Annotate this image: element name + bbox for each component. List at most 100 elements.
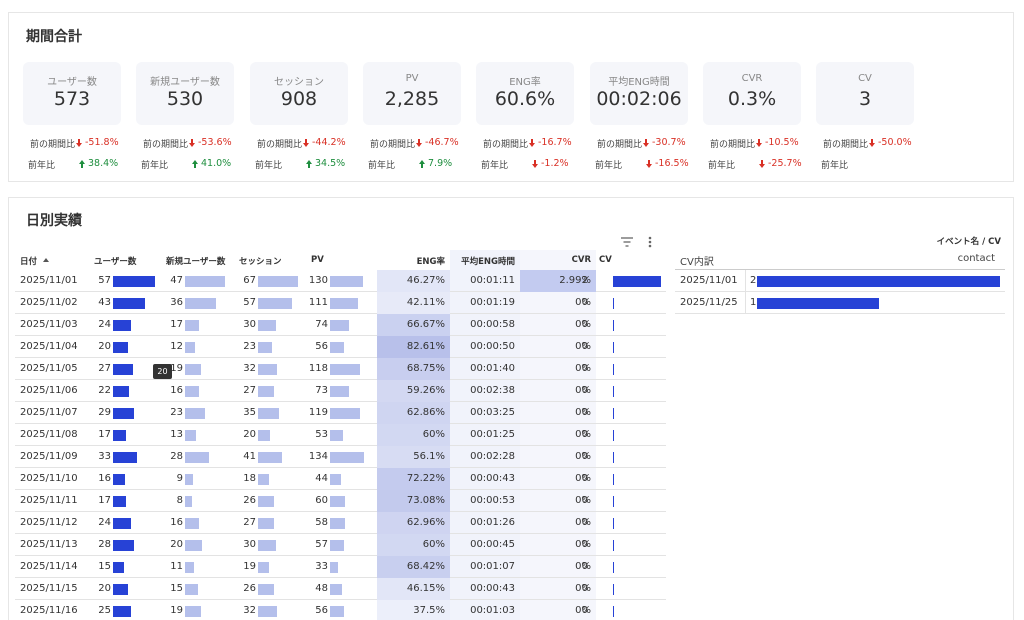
cell-value: 00:00:43	[470, 473, 515, 484]
cell-value: 00:01:40	[470, 363, 515, 374]
table-icons[interactable]	[620, 236, 660, 250]
section-title: 日別実績	[26, 213, 82, 229]
cell-value: 57	[315, 539, 328, 550]
cell-value: 0%	[575, 407, 591, 418]
table-bar	[113, 320, 131, 331]
column-header: CVR	[571, 255, 591, 265]
cell-value: 00:01:07	[470, 561, 515, 572]
cell-value: 66.67%	[406, 319, 445, 330]
tooltip: 20	[153, 364, 172, 379]
table-bar	[185, 606, 202, 617]
column-header: セッション	[239, 257, 282, 267]
heat-cell	[377, 578, 450, 600]
comparison-label: 前年比	[708, 161, 736, 171]
col-bg	[520, 250, 596, 620]
table-bar	[185, 276, 225, 287]
heat-cell	[377, 446, 450, 468]
cell-value: 48	[315, 583, 328, 594]
table-bar	[613, 496, 614, 507]
cell-value: 0%	[575, 451, 591, 462]
cell-value: 0%	[575, 605, 591, 616]
cell-value: 12	[170, 341, 183, 352]
comparison-label: 前の期間比	[30, 140, 76, 150]
cell-value: 16	[98, 473, 111, 484]
cell-date: 2025/11/10	[20, 473, 78, 484]
table-bar	[613, 584, 614, 595]
table-bar	[258, 386, 275, 397]
column-header: CV内訳	[680, 257, 714, 268]
table-bar	[330, 562, 339, 573]
row-line	[15, 335, 666, 336]
table-bar	[613, 562, 614, 573]
kpi-card	[703, 62, 801, 125]
table-bar	[258, 430, 270, 441]
column-header: PV	[311, 255, 324, 265]
cell-value: 42.11%	[406, 297, 445, 308]
kpi-card	[816, 62, 914, 125]
table-bar	[258, 518, 275, 529]
row-line	[15, 489, 666, 490]
row-line	[15, 511, 666, 512]
table-bar	[330, 386, 349, 397]
cell-value: 20	[98, 583, 111, 594]
cell-value: 35	[243, 407, 256, 418]
table-bar	[613, 364, 614, 375]
cell-value: 68.75%	[406, 363, 445, 374]
cell-value: 0	[581, 539, 588, 550]
table-bar	[185, 342, 196, 353]
comparison-value: -16.5%	[655, 158, 689, 169]
column-header: ENG率	[416, 257, 445, 267]
comparison-label: 前の期間比	[597, 140, 643, 150]
comparison-label: 前年比	[481, 161, 509, 171]
cell-date: 2025/11/02	[20, 297, 78, 308]
heat-cell	[377, 556, 450, 578]
table-bar	[113, 562, 125, 573]
comparison-label: 前年比	[255, 161, 283, 171]
cell-value: 19	[170, 605, 183, 616]
cell-date: 2025/11/09	[20, 451, 78, 462]
row-line	[675, 291, 1005, 292]
arrow-down	[189, 139, 195, 147]
cell-value: 00:01:19	[470, 297, 515, 308]
arrow-up	[79, 160, 85, 168]
comparison-label: 前年比	[368, 161, 396, 171]
table-bar	[330, 276, 363, 287]
table-bar	[113, 342, 128, 353]
cell-value: 41	[243, 451, 256, 462]
cell-value: 0%	[575, 319, 591, 330]
cell-value: 134	[308, 451, 328, 462]
cell-value: 32	[243, 363, 256, 374]
table-bar	[258, 276, 298, 287]
cell-value: 0	[581, 297, 588, 308]
column-header: 平均ENG時間	[461, 257, 515, 267]
cell-value: 111	[308, 297, 328, 308]
cell-value: 0%	[575, 539, 591, 550]
table-bar	[185, 562, 195, 573]
table-bar	[258, 496, 274, 507]
cell-value: 67	[243, 275, 256, 286]
cell-value: 26	[243, 583, 256, 594]
row-line	[15, 555, 666, 556]
cell-value: 0	[581, 341, 588, 352]
cell-value: 0	[581, 473, 588, 484]
cell-value: 0	[581, 495, 588, 506]
cell-value: 00:02:28	[470, 451, 515, 462]
table-bar	[330, 320, 349, 331]
table-bar	[113, 298, 145, 309]
table-bar	[258, 474, 269, 485]
table-bar	[613, 430, 614, 441]
arrow-up	[192, 160, 198, 168]
kpi-card	[590, 62, 688, 125]
cell-value: 8	[176, 495, 183, 506]
arrow-down	[756, 139, 762, 147]
cell-value: 19	[243, 561, 256, 572]
table-bar	[185, 584, 198, 595]
row-line	[15, 577, 666, 578]
cell-date: 2025/11/16	[20, 605, 78, 616]
table-bar	[113, 276, 155, 287]
table-bar	[330, 518, 345, 529]
cell-value: 00:00:58	[470, 319, 515, 330]
cell-value: 0	[581, 319, 588, 330]
row-line	[15, 467, 666, 468]
cell-date: 2025/11/14	[20, 561, 78, 572]
